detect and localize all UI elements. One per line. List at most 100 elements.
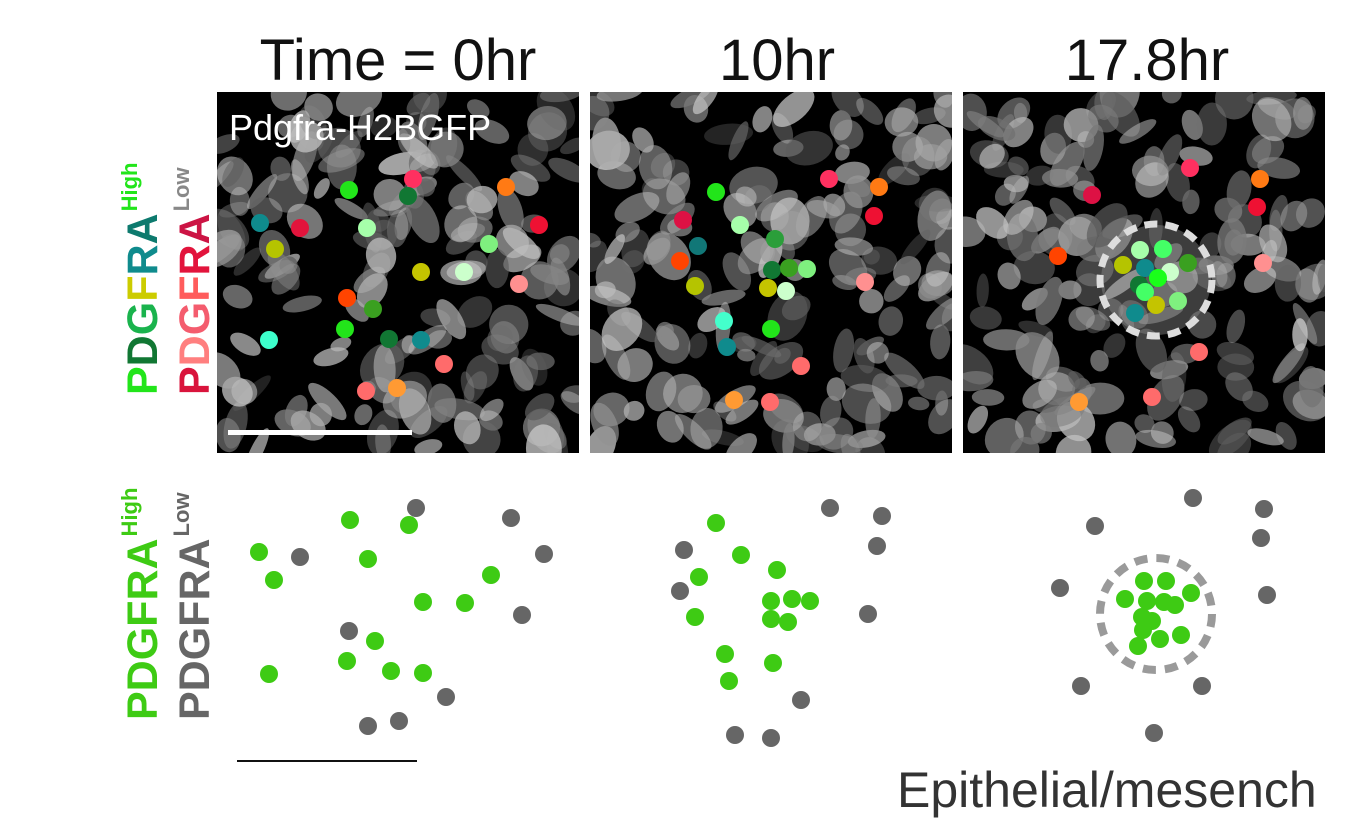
- pdgfra-low-dot: [1072, 677, 1090, 695]
- cluster-cell: [1126, 304, 1144, 322]
- tracked-cell: [404, 170, 422, 188]
- top-low-letter-4: R: [171, 244, 219, 276]
- tracked-cell: [266, 240, 284, 258]
- schematic-dot-plots: [237, 489, 1276, 762]
- tracked-cell: [364, 300, 382, 318]
- microscopy-panel-17-8hr: [963, 92, 1325, 453]
- tracked-cell: [686, 277, 704, 295]
- top-low-letter-1: D: [171, 335, 219, 367]
- schematic-panel-2: [1051, 489, 1276, 742]
- tracked-cell: [820, 170, 838, 188]
- tracked-cell: [671, 252, 689, 270]
- side-label-pdgfra-low-top: PDGFRALow: [160, 167, 219, 395]
- pdgfra-high-dot: [341, 511, 359, 529]
- pdgfra-high-dot: [1138, 592, 1156, 610]
- top-low-letter-3: F: [171, 275, 219, 302]
- time-label-0hr: Time = 0hr: [259, 28, 537, 93]
- microscopy-panel-10hr: [590, 92, 952, 453]
- pdgfra-high-dot: [1182, 584, 1200, 602]
- pdgfra-low-dot: [291, 548, 309, 566]
- tracked-cell: [497, 178, 515, 196]
- time-label-17-8hr: 17.8hr: [1064, 28, 1230, 93]
- pdgfra-high-dot: [707, 514, 725, 532]
- pdgfra-high-dot: [1129, 637, 1147, 655]
- pdgfra-high-dot: [716, 645, 734, 663]
- tracked-cells: [251, 170, 548, 400]
- pdgfra-low-dot: [726, 726, 744, 744]
- tracked-cell: [1251, 170, 1269, 188]
- pdgfra-low-dot: [1184, 489, 1202, 507]
- tracked-cell: [1254, 254, 1272, 272]
- tracked-cell: [798, 260, 816, 278]
- tracked-cell: [1070, 393, 1088, 411]
- pdgfra-high-dot: [400, 516, 418, 534]
- pdgfra-high-dot: [482, 566, 500, 584]
- tracked-cell: [435, 355, 453, 373]
- pdgfra-high-dot: [1157, 572, 1175, 590]
- pdgfra-high-dot: [720, 672, 738, 690]
- tracked-cell: [399, 187, 417, 205]
- microscopy-panel-0hr: [217, 92, 579, 453]
- pdgfra-high-dot: [265, 571, 283, 589]
- pdgfra-high-dot: [768, 561, 786, 579]
- nuclei-texture: [217, 92, 579, 453]
- schematic-panel-0: [250, 499, 553, 735]
- pdgfra-high-dot: [338, 652, 356, 670]
- tracked-cell: [357, 382, 375, 400]
- tracked-cell: [725, 391, 743, 409]
- cluster-cell: [1169, 292, 1187, 310]
- pdgfra-low-dot: [1145, 724, 1163, 742]
- pdgfra-high-dot: [686, 608, 704, 626]
- tracked-cell: [260, 331, 278, 349]
- tracked-cell: [870, 178, 888, 196]
- tracked-cell: [763, 261, 781, 279]
- cluster-cell: [1131, 241, 1149, 259]
- pdgfra-low-dot: [359, 717, 377, 735]
- tracked-cell: [480, 235, 498, 253]
- pdgfra-high-dot: [366, 632, 384, 650]
- pdgfra-low-dot: [1086, 517, 1104, 535]
- tracked-cell: [358, 219, 376, 237]
- tracked-cell: [1190, 343, 1208, 361]
- cluster-cell: [1149, 269, 1167, 287]
- pdgfra-high-dot: [732, 546, 750, 564]
- tracked-cell: [707, 183, 725, 201]
- pdgfra-high-dot: [762, 592, 780, 610]
- tracked-cell: [530, 216, 548, 234]
- pdgfra-low-dot: [1258, 586, 1276, 604]
- top-high-superscript: High: [117, 162, 142, 212]
- cluster-cell: [1154, 240, 1172, 258]
- pdgfra-high-dot: [456, 594, 474, 612]
- pdgfra-low-dot: [390, 712, 408, 730]
- tracked-cell: [792, 357, 810, 375]
- footer-caption: Epithelial/mesench: [897, 762, 1317, 818]
- tracked-cell: [731, 216, 749, 234]
- cluster-cell: [1136, 283, 1154, 301]
- tracked-cell: [761, 393, 779, 411]
- pdgfra-high-dot: [764, 654, 782, 672]
- pdgfra-low-dot: [868, 537, 886, 555]
- cluster-ring: [1096, 220, 1216, 340]
- pdgfra-low-dot: [502, 509, 520, 527]
- tracked-cell: [865, 207, 883, 225]
- pdgfra-high-dot: [1172, 626, 1190, 644]
- pdgfra-high-dot: [414, 664, 432, 682]
- tracked-cell: [1248, 198, 1266, 216]
- tracked-cell: [759, 279, 777, 297]
- pdgfra-high-dot: [260, 665, 278, 683]
- top-low-letter-5: A: [171, 213, 219, 245]
- tracked-cell: [388, 379, 406, 397]
- top-low-letter-2: G: [171, 301, 219, 336]
- cluster-cell: [1147, 296, 1165, 314]
- pdgfra-low-dot: [675, 541, 693, 559]
- pdgfra-low-dot: [859, 605, 877, 623]
- tracked-cell: [674, 211, 692, 229]
- pdgfra-high-dot: [762, 610, 780, 628]
- tracked-cell: [251, 214, 269, 232]
- tracked-cell: [336, 320, 354, 338]
- pdgfra-low-dot: [535, 545, 553, 563]
- pdgfra-high-dot: [779, 613, 797, 631]
- schematic-cluster-ring: [1096, 554, 1216, 674]
- tracked-cell: [455, 263, 473, 281]
- pdgfra-high-dot: [250, 543, 268, 561]
